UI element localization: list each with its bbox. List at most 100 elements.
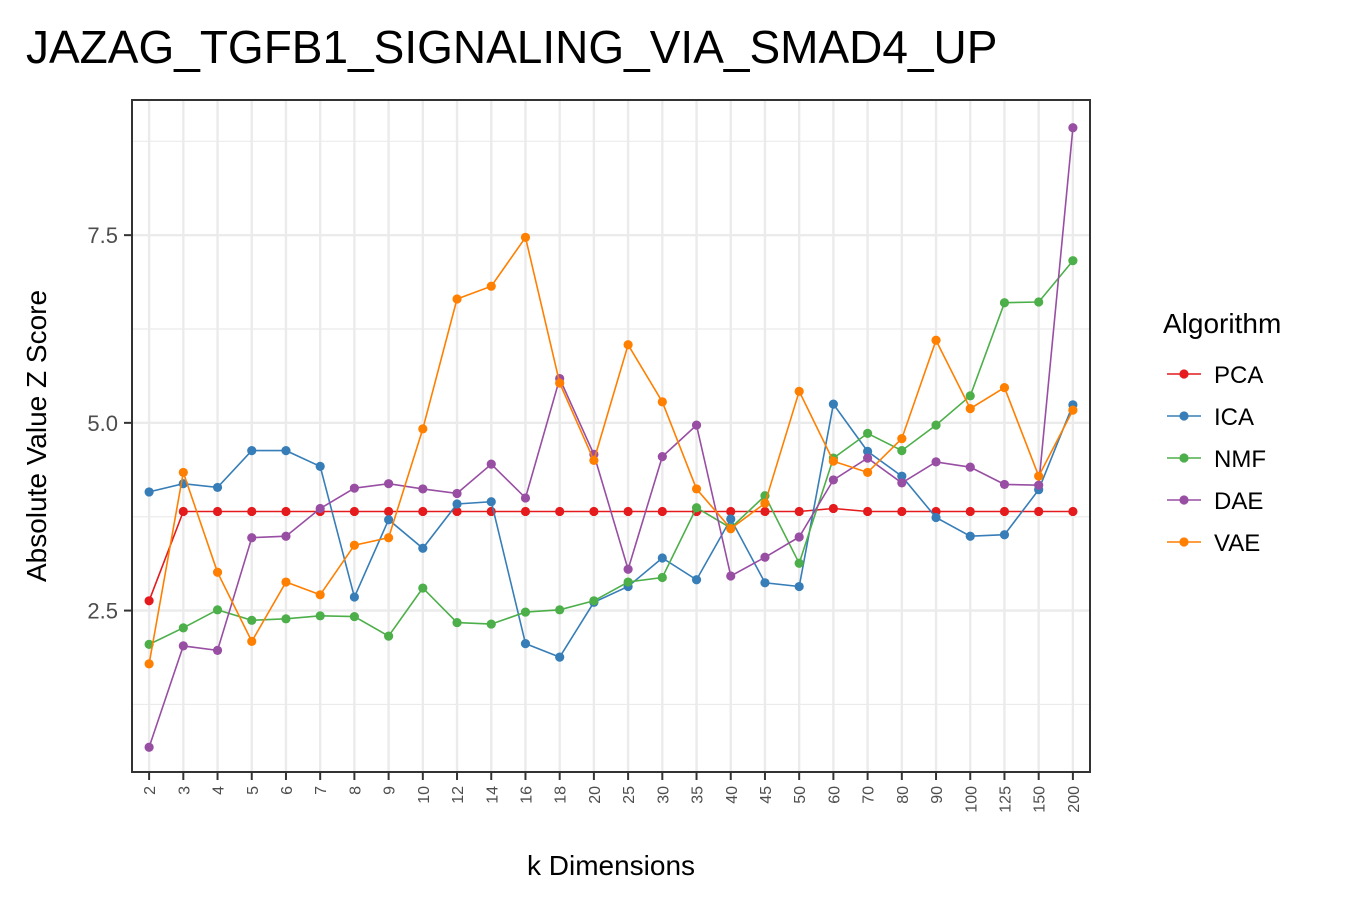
data-point-pca	[212, 506, 223, 517]
plot-background	[132, 100, 1090, 772]
series-ica	[144, 399, 1078, 662]
data-point-pca	[520, 506, 531, 517]
x-tick-label: 10	[416, 786, 433, 804]
data-point-nmf	[931, 420, 941, 430]
grid-lines	[132, 100, 1090, 772]
data-point-nmf	[452, 617, 462, 628]
series-vae	[144, 232, 1078, 669]
data-point-dae	[418, 484, 428, 494]
data-point-dae	[349, 483, 359, 493]
data-point-pca	[999, 506, 1010, 517]
data-point-vae	[281, 577, 291, 587]
data-point-dae	[144, 742, 154, 752]
data-point-ica	[760, 578, 770, 588]
y-tick-label: 5.0	[87, 411, 118, 436]
data-point-ica	[315, 461, 325, 472]
data-point-dae	[794, 532, 804, 542]
data-point-dae	[178, 641, 188, 651]
data-point-vae	[965, 403, 975, 414]
data-point-ica	[520, 639, 531, 649]
data-point-ica	[349, 592, 359, 602]
data-point-ica	[247, 446, 257, 456]
data-point-ica	[863, 446, 873, 456]
data-point-vae	[931, 335, 941, 345]
data-point-vae	[863, 467, 873, 478]
series-layer	[144, 123, 1078, 752]
data-point-pca	[828, 503, 838, 514]
data-point-nmf	[863, 428, 873, 438]
data-point-dae	[760, 552, 770, 562]
x-tick-label: 200	[1066, 786, 1083, 813]
data-point-nmf	[212, 605, 223, 615]
data-point-dae	[384, 479, 394, 489]
data-point-pca	[794, 506, 804, 517]
chart-title: JAZAG_TGFB1_SIGNALING_VIA_SMAD4_UP	[26, 21, 997, 73]
data-point-vae	[349, 540, 359, 550]
data-point-nmf	[965, 391, 975, 401]
data-point-ica	[281, 446, 291, 456]
x-tick-label: 150	[1032, 786, 1049, 813]
data-point-nmf	[247, 615, 257, 625]
data-point-vae	[315, 590, 325, 600]
data-point-vae	[212, 567, 223, 577]
x-tick-label: 14	[484, 786, 501, 804]
legend-label: ICA	[1214, 404, 1254, 431]
x-tick-label: 30	[655, 786, 672, 804]
x-tick-label: 18	[553, 786, 570, 804]
plot-panel-border	[131, 99, 1091, 773]
data-point-dae	[726, 571, 736, 581]
legend-key-point	[1179, 411, 1189, 421]
data-point-pca	[760, 506, 770, 517]
x-axis-title: k Dimensions	[527, 850, 695, 881]
data-point-dae	[965, 462, 975, 472]
data-point-vae	[760, 498, 770, 508]
legend-label: PCA	[1214, 362, 1263, 389]
data-point-ica	[486, 497, 496, 507]
legend-item-dae: DAE	[1167, 488, 1263, 515]
data-point-vae	[452, 294, 462, 304]
legend-item-pca: PCA	[1167, 362, 1263, 389]
data-point-nmf	[897, 446, 907, 456]
x-tick-label: 20	[587, 786, 604, 804]
legend-title: Algorithm	[1163, 308, 1281, 339]
y-tick-label: 7.5	[87, 223, 118, 248]
x-tick-label: 45	[758, 786, 775, 804]
data-point-pca	[726, 506, 736, 517]
data-point-ica	[691, 575, 702, 585]
x-tick-label: 9	[382, 786, 399, 795]
data-point-nmf	[520, 607, 531, 617]
data-point-vae	[897, 434, 907, 444]
data-point-pca	[657, 506, 667, 517]
data-point-nmf	[555, 605, 565, 615]
data-point-pca	[178, 506, 188, 517]
legend-item-vae: VAE	[1167, 530, 1260, 557]
plot-area	[132, 100, 1090, 772]
data-point-ica	[794, 581, 804, 592]
data-point-nmf	[623, 577, 633, 587]
data-point-nmf	[794, 558, 804, 568]
x-tick-label: 3	[176, 786, 193, 795]
series-dae	[144, 123, 1078, 752]
data-point-pca	[1034, 506, 1044, 517]
data-point-ica	[212, 482, 223, 493]
data-point-ica	[657, 553, 667, 563]
data-point-vae	[1034, 471, 1044, 481]
data-point-pca	[281, 506, 291, 517]
series-line-vae	[148, 235, 1074, 665]
data-point-dae	[828, 475, 838, 485]
x-tick-label: 2	[142, 786, 159, 795]
data-point-vae	[691, 484, 702, 494]
data-point-nmf	[178, 623, 188, 633]
data-point-nmf	[384, 631, 394, 641]
data-point-nmf	[1068, 256, 1078, 266]
data-point-nmf	[418, 583, 428, 593]
x-tick-label: 4	[211, 786, 228, 795]
y-tick-label: 2.5	[87, 599, 118, 624]
data-point-dae	[520, 493, 531, 503]
series-line-ica	[148, 402, 1074, 659]
data-point-vae	[623, 340, 633, 350]
legend-item-nmf: NMF	[1167, 446, 1266, 473]
data-point-pca	[247, 506, 257, 517]
data-point-pca	[349, 506, 359, 517]
y-axis: 2.5 5.0 7.5	[87, 223, 132, 624]
